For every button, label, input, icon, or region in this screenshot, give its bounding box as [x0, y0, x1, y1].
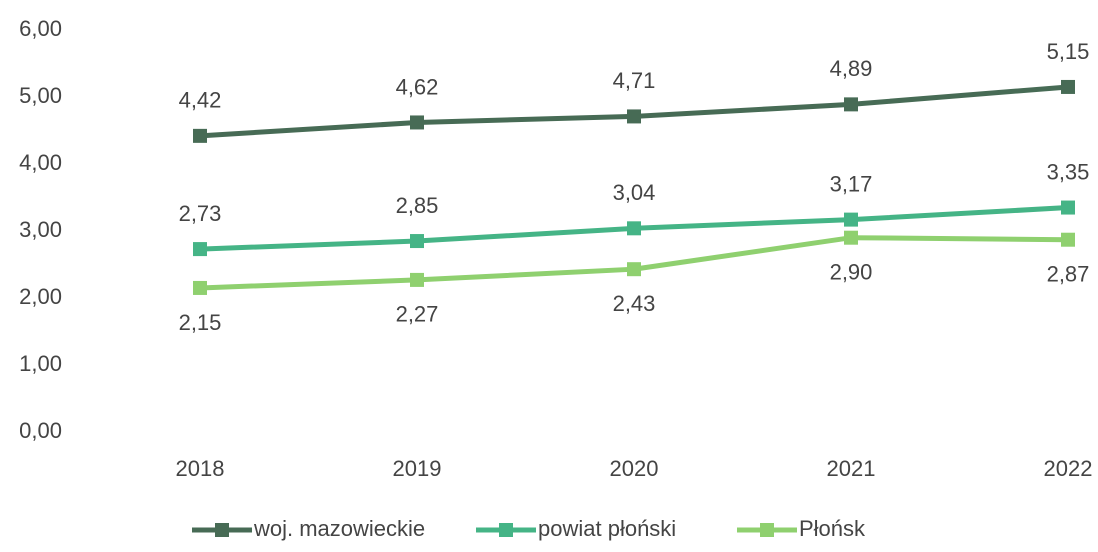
data-label: 3,35	[1047, 159, 1090, 184]
y-tick-label: 0,00	[19, 418, 62, 443]
x-tick-label: 2021	[827, 456, 876, 481]
point	[627, 109, 641, 124]
point	[410, 272, 424, 287]
y-tick-label: 2,00	[19, 284, 62, 309]
y-tick-label: 5,00	[19, 83, 62, 108]
x-tick-label: 2018	[176, 456, 225, 481]
data-label: 3,17	[830, 171, 873, 196]
data-label: 2,15	[179, 310, 222, 335]
data-label: 2,85	[396, 193, 439, 218]
data-label: 2,27	[396, 302, 439, 327]
data-label: 4,42	[179, 88, 222, 113]
data-label: 4,71	[613, 68, 656, 93]
legend-marker	[760, 523, 774, 537]
y-tick-label: 4,00	[19, 150, 62, 175]
x-tick-label: 2022	[1044, 456, 1093, 481]
data-label: 3,04	[613, 180, 656, 205]
y-tick-label: 3,00	[19, 217, 62, 242]
data-label: 5,15	[1047, 39, 1090, 64]
point	[193, 128, 207, 143]
legend-marker	[499, 523, 513, 537]
point	[844, 97, 858, 112]
x-tick-label: 2019	[393, 456, 442, 481]
point	[410, 234, 424, 249]
point	[1061, 232, 1075, 247]
point	[627, 221, 641, 236]
x-tick-label: 2020	[610, 456, 659, 481]
point	[1061, 200, 1075, 215]
data-label: 2,87	[1047, 262, 1090, 287]
point	[193, 242, 207, 257]
y-tick-label: 6,00	[19, 16, 62, 41]
data-label: 2,73	[179, 201, 222, 226]
point	[410, 115, 424, 130]
point	[193, 280, 207, 295]
data-label: 2,43	[613, 291, 656, 316]
legend-label: powiat płoński	[538, 516, 676, 541]
data-label: 4,89	[830, 56, 873, 81]
point	[1061, 79, 1075, 94]
point	[627, 262, 641, 277]
data-label: 2,90	[830, 260, 873, 285]
data-label: 4,62	[396, 74, 439, 99]
point	[844, 230, 858, 245]
y-tick-label: 1,00	[19, 351, 62, 376]
legend-marker	[215, 523, 229, 537]
legend-label: woj. mazowieckie	[253, 516, 425, 541]
point	[844, 212, 858, 227]
legend-label: Płońsk	[799, 516, 866, 541]
